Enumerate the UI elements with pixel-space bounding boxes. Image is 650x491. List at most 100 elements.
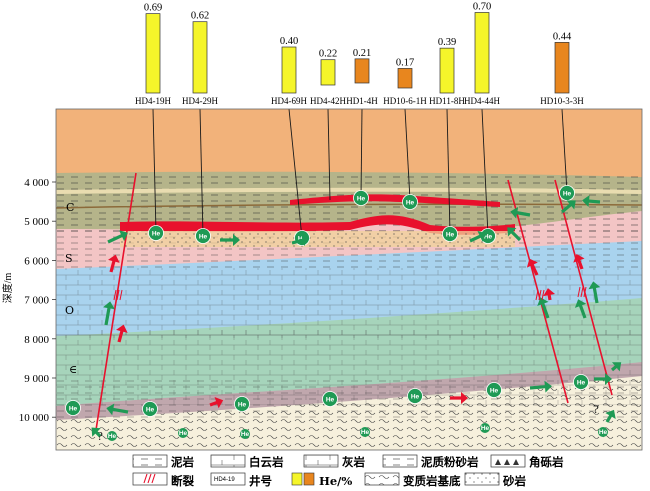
migration-arrow: [103, 301, 115, 326]
migration-arrow: [594, 373, 612, 385]
unknown-source-mark: ?: [97, 430, 103, 443]
he-marker-small: [240, 429, 250, 439]
he-marker-small-label: He: [599, 429, 608, 436]
he-bar-hd4-29h: [192, 21, 208, 94]
migration-arrow: [560, 200, 576, 214]
he-bar-hd1-4h: [354, 58, 370, 84]
migration-arrow: [108, 254, 120, 273]
migration-arrow: [507, 227, 522, 242]
migration-arrow: [291, 234, 310, 246]
he-marker: [407, 388, 423, 404]
he-bar-hd10-3-3h: [554, 42, 570, 94]
legend-silty-mudstone-label: 泥质粉砂岩: [421, 455, 479, 469]
legend-he-label: He/%: [319, 474, 352, 488]
helium-bar-chart: 0.69 0.62 0.40 0.22 0.21 0.17 0.39 0.70 0.44: [144, 2, 572, 94]
well-name-hd4-44h: HD4-44H: [464, 96, 500, 106]
well-trajectory-hd10-3-3h: [561, 109, 568, 193]
legend-he-yellow-swatch: [291, 472, 303, 486]
well-trajectory-hd4-19h: [152, 109, 157, 233]
migration-arrows: [91, 195, 622, 438]
he-bar-hd4-69h: [281, 46, 297, 94]
migration-arrow: [510, 206, 531, 219]
depth-tick-label: 9 000: [24, 373, 49, 385]
well-name-hd4-69h: HD4-69H: [271, 96, 307, 106]
well-trajectory-hd1-4h: [360, 109, 363, 198]
legend-well-label: 井号: [249, 474, 272, 488]
legend-basement-label: 变质岩基底: [403, 474, 461, 488]
well-name-hd11-8h: HD11-8H: [429, 96, 465, 106]
he-marker-label: He: [69, 405, 78, 412]
he-marker-small-label: He: [241, 431, 250, 438]
migration-arrow: [526, 258, 539, 276]
he-marker-small: [480, 423, 490, 433]
he-marker: [142, 401, 158, 417]
migration-arrow: [610, 362, 622, 372]
migration-arrow: [605, 409, 616, 423]
migration-arrow: [543, 288, 556, 301]
legend-well-example: HD4-19: [214, 477, 235, 483]
he-marker-small: [598, 427, 608, 437]
well-name-hd4-29h: HD4-29H: [182, 96, 218, 106]
top-layer: [56, 109, 642, 177]
he-marker-small-label: He: [179, 430, 188, 437]
he-value-hd10-6-1h: 0.17: [396, 57, 414, 68]
he-marker-label: He: [411, 393, 420, 400]
he-marker-label: He: [146, 406, 155, 413]
he-marker-label: He: [484, 233, 493, 240]
legend-he-orange-swatch: [303, 472, 315, 486]
fault-symbols: [113, 286, 587, 301]
he-marker: [195, 228, 211, 244]
well-trajectory-hd4-69h: [288, 109, 303, 239]
he-bar-hd4-44h: [474, 12, 490, 94]
he-marker: [573, 374, 589, 390]
well-name-hd1-4h: HD1-4H: [346, 96, 378, 106]
he-marker-label: He: [326, 396, 335, 403]
legend-mudstone-label: 泥岩: [171, 455, 194, 469]
he-marker-small: [107, 431, 117, 441]
he-marker-label: He: [577, 379, 586, 386]
he-marker-label: He: [199, 233, 208, 240]
fault-right: [554, 179, 613, 396]
migration-arrow: [91, 427, 102, 438]
he-value-hd4-29h: 0.62: [191, 11, 209, 22]
he-marker: [65, 400, 81, 416]
he-marker: [148, 225, 164, 241]
reservoir-band-lower: [120, 215, 515, 235]
depth-tick-label: 6 000: [24, 255, 49, 267]
legend-fault-swatch: [132, 472, 168, 486]
he-value-hd4-69h: 0.40: [280, 36, 298, 47]
legend-breccia-label: 角砾岩: [529, 455, 564, 469]
migration-arrow: [106, 403, 129, 416]
he-marker-small: [178, 428, 188, 438]
he-marker: [353, 190, 369, 206]
he-bar-hd4-42h: [320, 59, 336, 86]
depth-tick-label: 7 000: [24, 295, 49, 307]
well-name-hd4-19h: HD4-19H: [135, 96, 171, 106]
he-marker-small-label: He: [481, 425, 490, 432]
migration-arrow: [116, 324, 128, 343]
he-marker-small: [360, 427, 370, 437]
migration-arrow: [450, 392, 468, 404]
he-marker-label: He: [563, 190, 572, 197]
well-trajectory-hd4-29h: [199, 109, 204, 237]
he-marker-label: He: [406, 199, 415, 206]
legend-well-swatch: [210, 472, 246, 486]
well-trajectories: [152, 109, 568, 239]
he-marker-label: He: [238, 401, 247, 408]
he-marker: [234, 396, 250, 412]
he-marker-label: He: [446, 231, 455, 238]
migration-arrow: [107, 230, 128, 244]
depth-tick-label: 10 000: [19, 412, 50, 424]
migration-arrow: [469, 230, 487, 243]
depth-tick-label: 5 000: [24, 216, 49, 228]
he-bar-hd4-19h: [145, 13, 161, 94]
migration-arrow: [220, 234, 240, 246]
migration-arrow: [582, 195, 601, 208]
stratum-label-s: S: [65, 252, 73, 265]
stratum-label-cambrian: ∈: [69, 363, 77, 376]
well-trajectory-hd10-6-1h: [404, 109, 411, 201]
depth-axis: 4 000 5 000 6 000 7 000 8 000 9 000 10 000: [19, 177, 56, 424]
unknown-source-mark: ?: [593, 403, 599, 416]
he-marker-small-label: He: [361, 429, 370, 436]
legend-sandstone-label: 砂岩: [503, 474, 526, 488]
